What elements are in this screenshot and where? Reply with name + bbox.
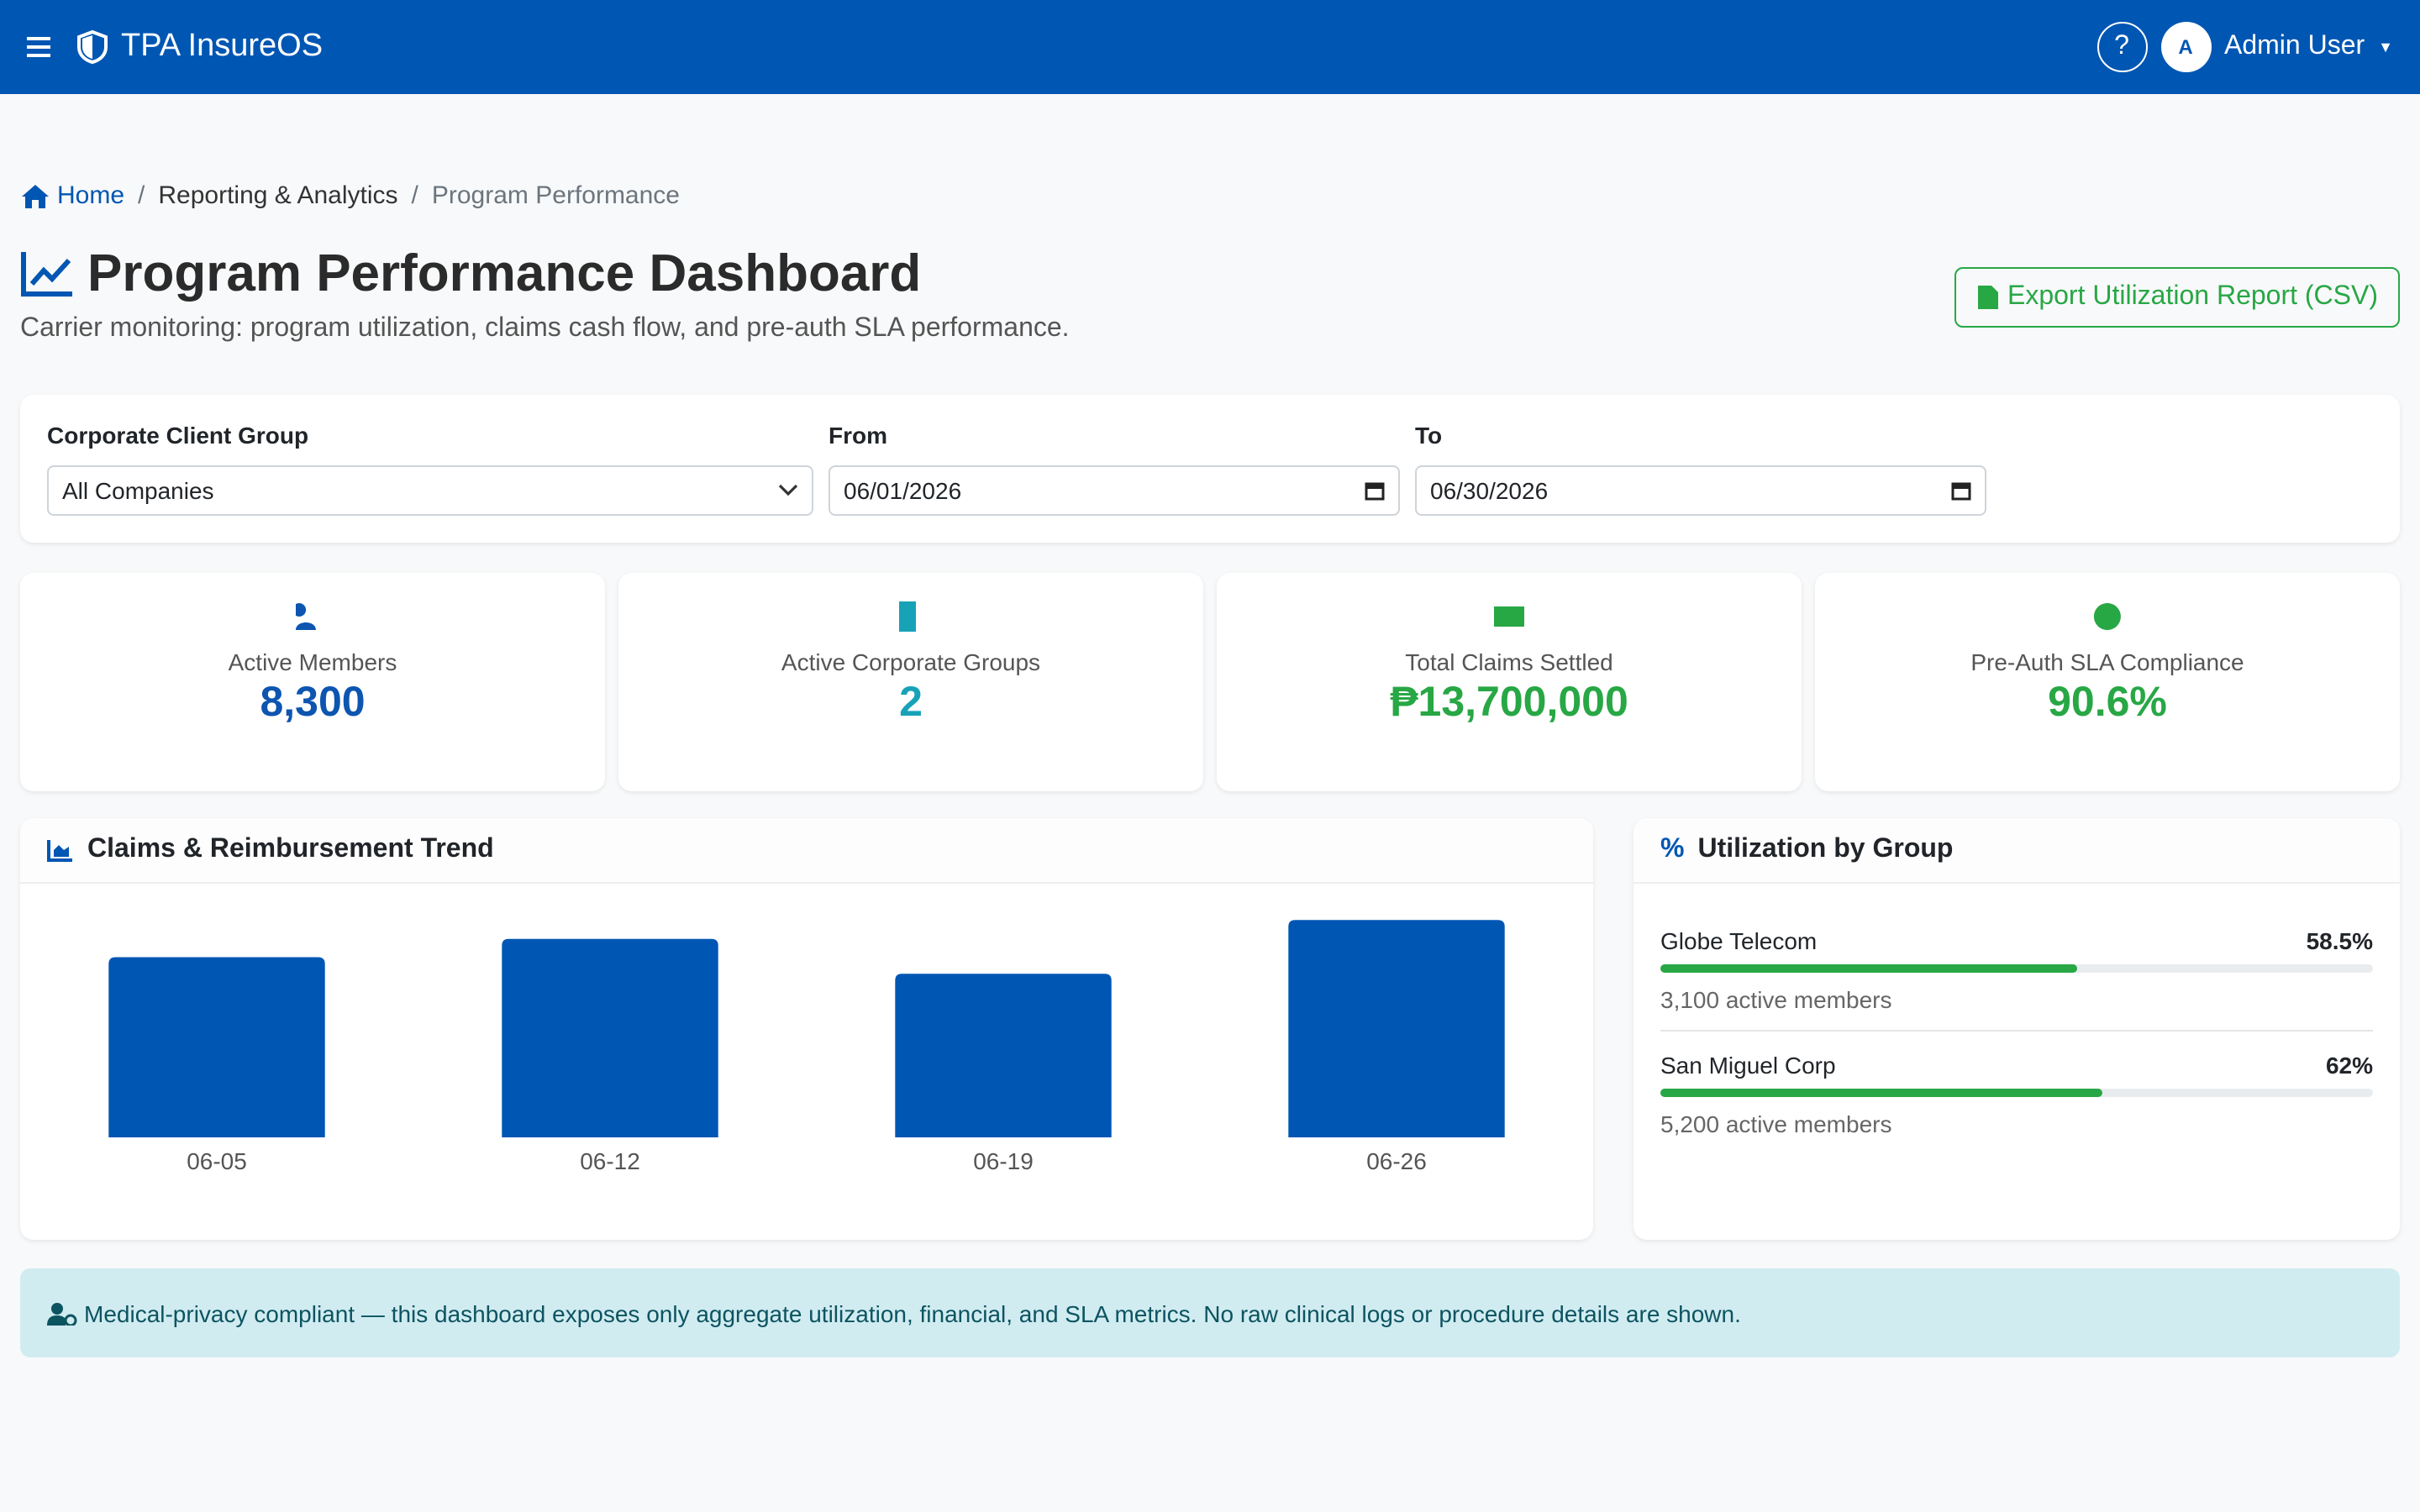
progress-fill [1660, 964, 2078, 973]
select-value: All Companies [62, 477, 214, 504]
kpi-label: Active Corporate Groups [781, 648, 1041, 675]
icon-shape [1494, 606, 1524, 627]
title-text: Program Performance Dashboard [87, 244, 922, 302]
percent-icon: % [1660, 835, 1685, 864]
kpi-card: Active Members 8,300 [20, 573, 605, 791]
utilization-title: Utilization by Group [1697, 835, 1954, 864]
avatar[interactable]: A [2160, 22, 2211, 72]
brand-name: TPA InsureOS [121, 29, 324, 64]
bar [108, 957, 325, 1137]
utilization-card: % Utilization by Group Globe Telecom 58.5%… [1634, 818, 2400, 1240]
group-item: Globe Telecom 58.5% 3,100 active members [1660, 907, 2373, 1032]
kpi-row: Active Members 8,300 Active Corporate Grou… [20, 573, 2400, 791]
crumb-link[interactable]: Reporting & Analytics [158, 181, 398, 210]
crumb-current: Program Performance [431, 181, 680, 210]
brand[interactable]: TPA InsureOS [77, 29, 323, 66]
group-percent: 62% [2325, 1052, 2373, 1079]
chart-card: Claims & Reimbursement Trend 06-05 06-12 0… [20, 818, 1593, 1240]
kpi-icon [1494, 606, 1524, 627]
group-members: 3,100 active members [1660, 986, 1892, 1013]
date-value: 06/30/2026 [1430, 477, 1549, 504]
date-value: 06/01/2026 [844, 477, 962, 504]
filters-card: Corporate Client Group All Companies From… [20, 395, 2400, 543]
group-name: San Miguel Corp [1660, 1052, 1836, 1079]
kpi-card: Pre-Auth SLA Compliance 90.6% [1815, 573, 2400, 791]
navbar: TPA InsureOS ? A Admin User ▼ [0, 0, 2420, 94]
menu-icon[interactable] [27, 35, 54, 59]
user-shield-icon [47, 1302, 77, 1325]
crumb-link[interactable]: Home [57, 181, 125, 210]
bar [1288, 920, 1505, 1137]
button-text: Export Utilization Report (CSV) [2007, 282, 2378, 311]
kpi-value: 8,300 [260, 679, 366, 726]
kpi-card: Active Corporate Groups 2 [618, 573, 1203, 791]
bar [502, 938, 718, 1137]
progress-track [1660, 1089, 2373, 1097]
caret: ▼ [2378, 39, 2393, 55]
icon-shape [899, 601, 916, 632]
group-item: San Miguel Corp 62% 5,200 active members [1660, 1032, 2373, 1154]
group-name: Globe Telecom [1660, 927, 1818, 954]
kpi-value: ₱13,700,000 [1390, 679, 1628, 726]
user-menu[interactable]: Admin User [2224, 32, 2365, 60]
group-top: Globe Telecom 58.5% [1660, 927, 2373, 954]
kpi-label: Total Claims Settled [1405, 648, 1613, 675]
filter-label: To [1415, 422, 1443, 449]
bar-chart: 06-05 06-12 06-19 06-26 [108, 920, 1505, 1174]
group-percent: 58.5% [2306, 927, 2373, 954]
progress-track [1660, 964, 2373, 973]
notice-text: Medical-privacy compliant — this dashboa… [84, 1299, 1741, 1326]
kpi-label: Pre-Auth SLA Compliance [1970, 648, 2244, 675]
kpi-value: 90.6% [2048, 679, 2167, 726]
kpi-icon [292, 603, 316, 630]
breadcrumb: Home / Reporting & Analytics / Program Perfo… [20, 181, 2400, 210]
calendar-icon [1951, 482, 1971, 501]
icon-shape [292, 603, 316, 630]
subtitle: Carrier monitoring: program utilization,… [20, 314, 1070, 343]
filter-label: From [829, 422, 887, 449]
kpi-icon [899, 601, 916, 632]
help-button[interactable]: ? [2096, 22, 2147, 72]
x-tick-label: 06-12 [580, 1148, 640, 1174]
calendar-icon [1365, 482, 1385, 501]
chart-title: Claims & Reimbursement Trend [87, 835, 494, 864]
kpi-label: Active Members [228, 648, 397, 675]
group-members: 5,200 active members [1660, 1110, 1892, 1137]
shield-icon [77, 30, 108, 64]
home-icon [22, 184, 49, 207]
progress-fill [1660, 1089, 2102, 1097]
chart-icon [21, 252, 72, 297]
page-title: Program Performance Dashboard [20, 244, 1070, 304]
kpi-card: Total Claims Settled ₱13,700,000 [1217, 573, 1802, 791]
group-top: San Miguel Corp 62% [1660, 1052, 2373, 1079]
filter-label: Corporate Client Group [47, 422, 309, 449]
export-button[interactable]: Export Utilization Report (CSV) [1954, 267, 2400, 328]
to-date[interactable]: 06/30/2026 [1415, 465, 1986, 516]
x-tick-label: 06-26 [1366, 1148, 1427, 1174]
from-date[interactable]: 06/01/2026 [829, 465, 1400, 516]
x-tick-label: 06-05 [187, 1148, 247, 1174]
kpi-value: 2 [899, 679, 923, 726]
x-tick-label: 06-19 [973, 1148, 1034, 1174]
area-icon [47, 840, 72, 862]
kpi-icon [2093, 603, 2121, 630]
chevron [778, 484, 798, 496]
csv-icon [1978, 286, 1999, 309]
bar [895, 974, 1112, 1137]
group-select[interactable]: All Companies [47, 465, 813, 516]
icon-shape [2093, 603, 2121, 630]
privacy-notice: Medical-privacy compliant — this dashboa… [20, 1268, 2400, 1357]
